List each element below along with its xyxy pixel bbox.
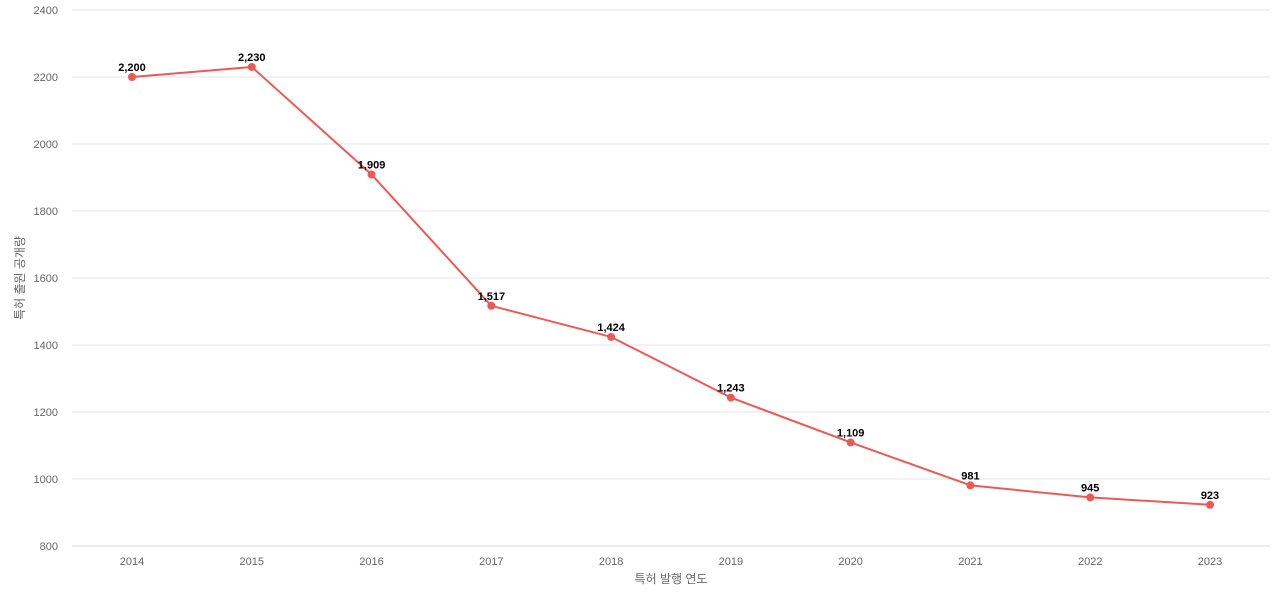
y-tick-label: 2200 (34, 72, 58, 84)
data-point[interactable] (128, 73, 136, 81)
series-line (131, 65, 1211, 506)
data-label: 981 (961, 470, 979, 482)
data-label: 1,109 (837, 427, 865, 439)
x-tick-label: 2016 (359, 556, 383, 568)
data-label: 2,230 (238, 52, 266, 64)
data-point[interactable] (607, 332, 616, 341)
y-axis-title: 특허 출원 공개량 (13, 236, 27, 320)
data-point[interactable] (367, 170, 376, 179)
data-point[interactable] (726, 393, 735, 402)
x-tick-label: 2017 (479, 556, 503, 568)
data-point[interactable] (1206, 500, 1214, 509)
data-label: 1,909 (358, 159, 386, 171)
x-tick-label: 2023 (1198, 556, 1222, 568)
series-line-group (128, 62, 1214, 509)
x-axis-ticks: 2014 2015 2016 2017 2018 2019 2020 2021 2022 2023 (120, 556, 1222, 568)
y-tick-label: 800 (40, 541, 58, 553)
x-axis-title: 특허 발행 연도 (635, 571, 708, 586)
data-label: 1,517 (478, 291, 506, 303)
data-label: 923 (1201, 490, 1219, 502)
data-point[interactable] (247, 62, 256, 71)
y-tick-label: 2000 (34, 139, 58, 151)
y-tick-label: 1400 (34, 340, 58, 352)
data-label: 1,243 (717, 383, 745, 395)
data-point[interactable] (487, 301, 496, 310)
x-tick-label: 2019 (719, 556, 743, 568)
data-label: 945 (1081, 482, 1099, 494)
x-tick-label: 2014 (120, 556, 144, 568)
y-tick-label: 2400 (34, 5, 58, 17)
x-tick-label: 2020 (838, 556, 862, 568)
x-tick-label: 2015 (240, 556, 264, 568)
y-axis-ticks: 800 1000 1200 1400 1600 1800 2000 2200 2400 (34, 5, 58, 553)
data-label: 1,424 (597, 322, 625, 334)
y-tick-label: 1800 (34, 206, 58, 218)
data-point[interactable] (966, 481, 975, 490)
x-tick-label: 2022 (1078, 556, 1102, 568)
y-tick-label: 1600 (34, 273, 58, 285)
gridlines (72, 9, 1270, 547)
data-point[interactable] (1086, 493, 1095, 502)
x-tick-label: 2018 (599, 556, 623, 568)
x-tick-label: 2021 (958, 556, 982, 568)
y-tick-label: 1200 (34, 407, 58, 419)
data-labels: 2,200 2,230 1,909 1,517 1,424 1,243 1,109 981 94… (118, 52, 1219, 502)
data-point[interactable] (846, 438, 855, 447)
data-label: 2,200 (118, 62, 146, 74)
y-tick-label: 1000 (34, 474, 58, 486)
